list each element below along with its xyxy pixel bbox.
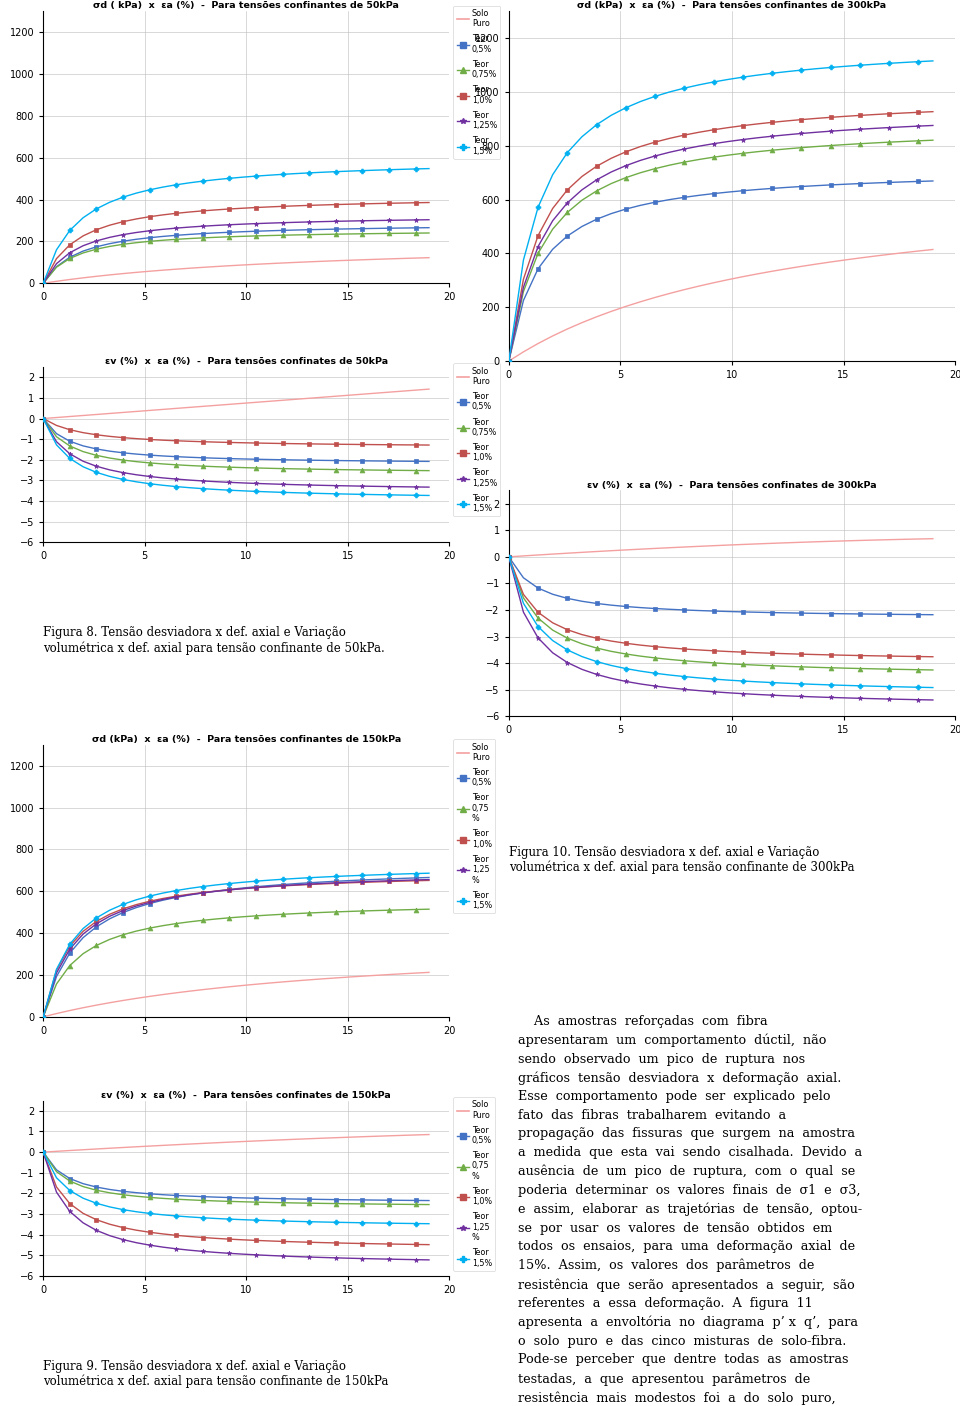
Text: Figura 8. Tensão desviadora x def. axial e Variação
volumétrica x def. axial par: Figura 8. Tensão desviadora x def. axial… xyxy=(43,626,385,655)
Legend: Solo
Puro, Teor
0,5%, Teor
0,75%, Teor
1,0%, Teor
1,25%, Teor
1,5%: Solo Puro, Teor 0,5%, Teor 0,75%, Teor 1… xyxy=(453,6,500,159)
Legend: Solo
Puro, Teor
0,5%, Teor
0,75
%, Teor
1,0%, Teor
1,25
%, Teor
1,5%: Solo Puro, Teor 0,5%, Teor 0,75 %, Teor … xyxy=(453,1097,495,1271)
Title: σd (kPa)  x  εa (%)  -  Para tensões confinantes de 150kPa: σd (kPa) x εa (%) - Para tensões confina… xyxy=(91,735,401,744)
Text: Figura 9. Tensão desviadora x def. axial e Variação
volumétrica x def. axial par: Figura 9. Tensão desviadora x def. axial… xyxy=(43,1360,389,1388)
Text: Figura 10. Tensão desviadora x def. axial e Variação
volumétrica x def. axial pa: Figura 10. Tensão desviadora x def. axia… xyxy=(509,845,854,875)
Title: εv (%)  x  εa (%)  -  Para tensões confinates de 300kPa: εv (%) x εa (%) - Para tensões confinate… xyxy=(588,481,876,489)
Title: σd ( kPa)  x  εa (%)  -  Para tensões confinantes de 50kPa: σd ( kPa) x εa (%) - Para tensões confin… xyxy=(93,1,399,10)
Text: As  amostras  reforçadas  com  fibra
apresentaram  um  comportamento  dúctil,  n: As amostras reforçadas com fibra apresen… xyxy=(517,1015,862,1406)
Title: εv (%)  x  εa (%)  -  Para tensões confinates de 150kPa: εv (%) x εa (%) - Para tensões confinate… xyxy=(102,1091,391,1099)
Title: εv (%)  x  εa (%)  -  Para tensões confinates de 50kPa: εv (%) x εa (%) - Para tensões confinate… xyxy=(105,357,388,366)
Title: σd (kPa)  x  εa (%)  -  Para tensões confinantes de 300kPa: σd (kPa) x εa (%) - Para tensões confina… xyxy=(577,1,887,10)
Legend: Solo
Puro, Teor
0,5%, Teor
0,75
%, Teor
1,0%, Teor
1,25
%, Teor
1,5%: Solo Puro, Teor 0,5%, Teor 0,75 %, Teor … xyxy=(453,740,495,914)
Legend: Solo
Puro, Teor
0,5%, Teor
0,75%, Teor
1,0%, Teor
1,25%, Teor
1,5%: Solo Puro, Teor 0,5%, Teor 0,75%, Teor 1… xyxy=(453,363,500,516)
